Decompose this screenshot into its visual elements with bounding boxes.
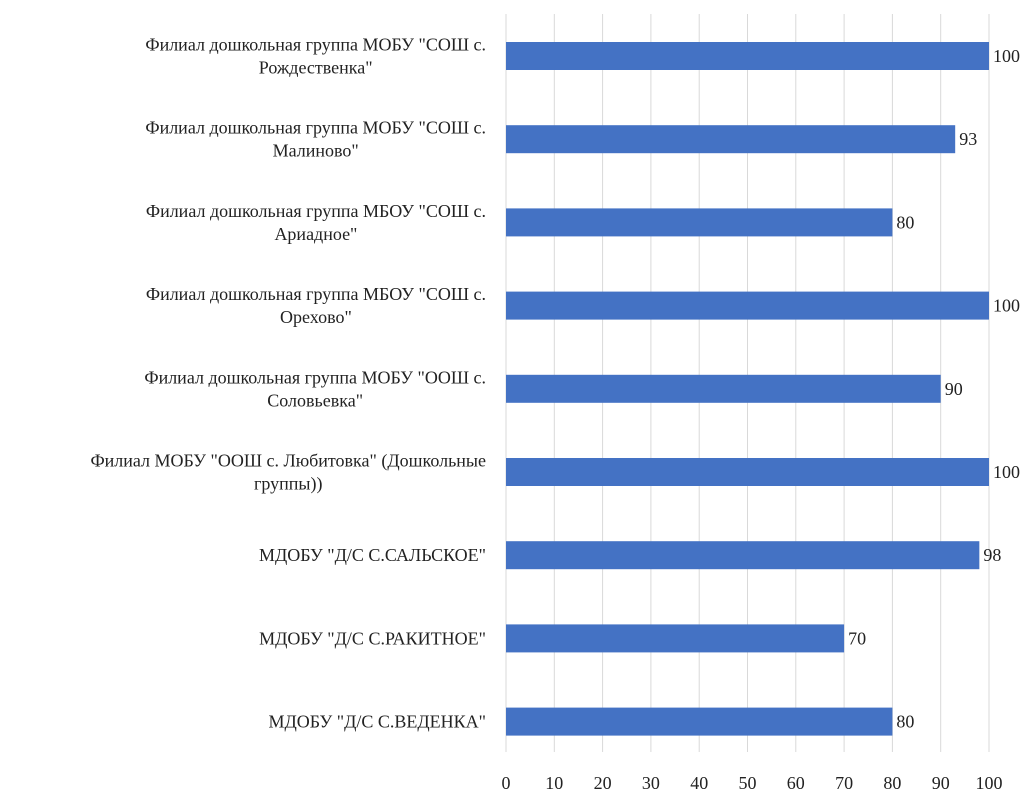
x-tick-label: 10 xyxy=(545,773,563,793)
x-tick-label: 30 xyxy=(642,773,660,793)
x-tick-label: 20 xyxy=(594,773,612,793)
bars xyxy=(506,42,989,736)
data-label: 70 xyxy=(848,628,866,648)
category-label-line: Филиал дошкольная группа МБОУ "СОШ с. xyxy=(146,284,486,304)
category-label-line: МДОБУ "Д/С С.ВЕДЕНКА" xyxy=(269,712,487,732)
category-labels: Филиал дошкольная группа МОБУ "СОШ с. Рож… xyxy=(90,35,486,732)
category-label-line: Малиново" xyxy=(273,141,359,161)
x-tick-label: 70 xyxy=(835,773,853,793)
category-label: Филиал дошкольная группа МОБУ "СОШ с. Рож… xyxy=(145,35,486,78)
category-label-line: Орехово" xyxy=(280,307,352,327)
x-tick-label: 100 xyxy=(976,773,1003,793)
x-tick-label: 90 xyxy=(932,773,950,793)
category-label-line: Филиал дошкольная группа МОБУ "ООШ с. xyxy=(144,367,486,387)
x-tick-label: 40 xyxy=(690,773,708,793)
data-labels: 100 93 80 100 90 100 98 70 80 xyxy=(848,46,1020,732)
category-label: МДОБУ "Д/С С.РАКИТНОЕ" xyxy=(259,628,486,648)
category-label-line: Рождественка" xyxy=(259,58,373,78)
data-label: 80 xyxy=(896,212,914,232)
data-label: 100 xyxy=(993,46,1020,66)
category-label: Филиал дошкольная группа МОБУ "СОШ с. Мал… xyxy=(145,118,486,161)
category-label: Филиал дошкольная группа МОБУ "ООШ с. Сол… xyxy=(144,367,486,410)
bar xyxy=(506,208,893,237)
bar xyxy=(506,291,989,320)
x-axis-ticks: 0 10 20 30 40 50 60 70 80 90 100 xyxy=(502,773,1003,793)
bar xyxy=(506,374,941,403)
bar xyxy=(506,458,989,486)
category-label-line: Филиал дошкольная группа МБОУ "СОШ с. xyxy=(146,201,486,221)
category-label: МДОБУ "Д/С С.САЛЬСКОЕ" xyxy=(259,545,486,565)
bar xyxy=(506,541,980,570)
category-label-line: Филиал МОБУ "ООШ с. Любитовка" (Дошкольн… xyxy=(90,451,486,472)
category-label-line: МДОБУ "Д/С С.САЛЬСКОЕ" xyxy=(259,545,486,565)
bar xyxy=(506,624,845,653)
x-tick-label: 0 xyxy=(502,773,511,793)
x-tick-label: 80 xyxy=(883,773,901,793)
bar xyxy=(506,125,956,154)
bar xyxy=(506,42,989,70)
data-label: 98 xyxy=(983,545,1001,565)
category-label-line: МДОБУ "Д/С С.РАКИТНОЕ" xyxy=(259,628,486,648)
category-label: Филиал МОБУ "ООШ с. Любитовка" (Дошкольн… xyxy=(90,451,486,495)
category-label-line: Соловьевка" xyxy=(267,390,363,410)
category-label-line: Филиал дошкольная группа МОБУ "СОШ с. xyxy=(145,35,486,55)
category-label-line: Ариадное" xyxy=(274,224,357,244)
category-label: МДОБУ "Д/С С.ВЕДЕНКА" xyxy=(269,712,487,732)
bar xyxy=(506,707,893,736)
category-label-line: Филиал дошкольная группа МОБУ "СОШ с. xyxy=(145,118,486,138)
x-tick-label: 60 xyxy=(787,773,805,793)
data-label: 100 xyxy=(993,296,1020,316)
category-label: Филиал дошкольная группа МБОУ "СОШ с. Оре… xyxy=(146,284,486,327)
x-tick-label: 50 xyxy=(739,773,757,793)
category-label: Филиал дошкольная группа МБОУ "СОШ с. Ари… xyxy=(146,201,486,244)
data-label: 80 xyxy=(896,712,914,732)
data-label: 90 xyxy=(945,379,963,399)
data-label: 100 xyxy=(993,462,1020,482)
data-label: 93 xyxy=(959,129,977,149)
category-label-line: группы)) xyxy=(254,474,323,495)
